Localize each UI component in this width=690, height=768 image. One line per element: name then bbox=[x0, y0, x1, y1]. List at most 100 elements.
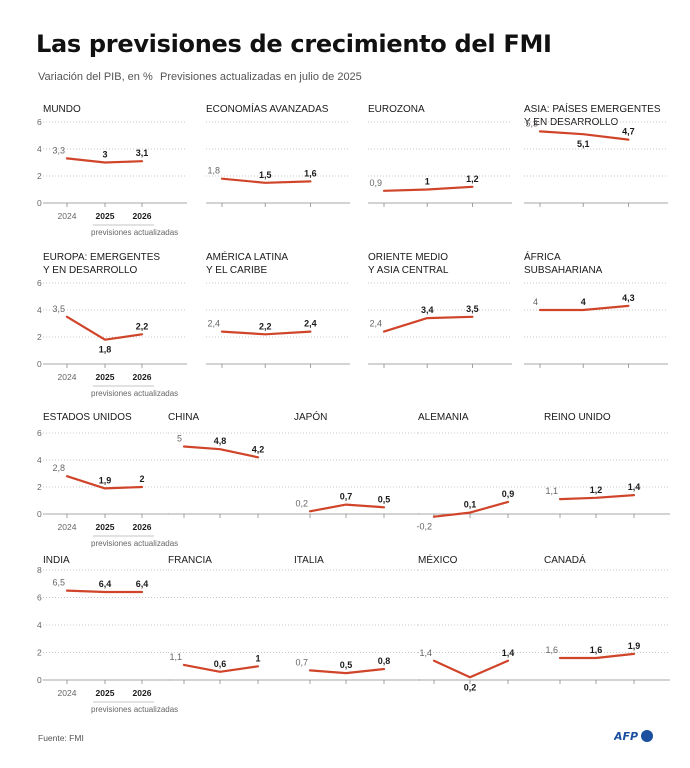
chart-10-value-label: 4,2 bbox=[252, 444, 265, 454]
chart-5-year-label: 2025 bbox=[96, 372, 115, 382]
chart-5-y-tick-label: 0 bbox=[37, 359, 42, 369]
chart-3-value-label: 0,9 bbox=[369, 178, 382, 188]
chart-1-value-label: 3,1 bbox=[136, 148, 149, 158]
chart-4-title-line-1: ASIA: PAÍSES EMERGENTES bbox=[524, 102, 661, 115]
chart-6-title-line-1: AMÉRICA LATINA bbox=[206, 250, 288, 263]
subtitle-update: Previsiones actualizadas en julio de 202… bbox=[160, 71, 362, 83]
chart-13-value-label: 1,1 bbox=[545, 486, 558, 496]
chart-2-value-label: 1,5 bbox=[259, 170, 272, 180]
chart-2-value-label: 1,8 bbox=[207, 166, 220, 176]
chart-15-title-line-1: FRANCIA bbox=[168, 555, 212, 566]
chart-2-series-line bbox=[220, 177, 312, 184]
chart-5-value-label: 1,8 bbox=[99, 345, 112, 355]
chart-4-value-label: 5,3 bbox=[525, 118, 538, 128]
chart-11-series-line bbox=[308, 503, 386, 513]
chart-13-value-label: 1,2 bbox=[590, 485, 603, 495]
chart-13-series-line bbox=[558, 494, 636, 501]
chart-9-y-tick-label: 6 bbox=[37, 428, 42, 438]
chart-14-year-label: 2024 bbox=[58, 688, 77, 698]
chart-18-value-label: 1,6 bbox=[590, 645, 603, 655]
chart-17-title-line-1: MÉXICO bbox=[418, 553, 458, 566]
chart-2-value-label: 1,6 bbox=[304, 168, 317, 178]
chart-10-series-line bbox=[182, 445, 260, 459]
chart-5-year-label: 2026 bbox=[133, 372, 152, 382]
chart-11-title-line-1: JAPÓN bbox=[294, 410, 327, 423]
chart-11-value-label: 0,7 bbox=[340, 492, 353, 502]
chart-17-value-label: 0,2 bbox=[464, 682, 477, 692]
chart-1-series-line bbox=[65, 157, 144, 164]
chart-9-y-tick-label: 0 bbox=[37, 509, 42, 519]
chart-14-value-label: 6,5 bbox=[52, 578, 65, 588]
chart-1-title-line-1: MUNDO bbox=[43, 104, 81, 115]
chart-11-value-label: 0,5 bbox=[378, 494, 391, 504]
chart-10-value-label: 4,8 bbox=[214, 436, 227, 446]
chart-16-value-label: 0,5 bbox=[340, 660, 353, 670]
chart-9-year-label: 2026 bbox=[133, 522, 152, 532]
chart-5-value-label: 2,2 bbox=[136, 321, 149, 331]
chart-17-value-label: 1,4 bbox=[419, 648, 432, 658]
chart-9-year-label: 2025 bbox=[96, 522, 115, 532]
chart-6-value-label: 2,4 bbox=[207, 319, 220, 329]
afp-logo-dot bbox=[641, 730, 653, 742]
chart-18-series-line bbox=[558, 652, 636, 660]
chart-5-y-tick-label: 4 bbox=[37, 305, 42, 315]
chart-7-value-label: 2,4 bbox=[369, 319, 382, 329]
chart-14-year-label: 2025 bbox=[96, 688, 115, 698]
chart-18-title-line-1: CANADÁ bbox=[544, 553, 586, 566]
chart-7-value-label: 3,5 bbox=[466, 304, 479, 314]
chart-3-value-label: 1 bbox=[425, 177, 430, 187]
chart-8-title-line-2: SUBSAHARIANA bbox=[524, 265, 603, 276]
chart-15-value-label: 1,1 bbox=[169, 652, 182, 662]
chart-1-value-label: 3,3 bbox=[52, 145, 65, 155]
chart-6-value-label: 2,4 bbox=[304, 319, 317, 329]
chart-17-value-label: 1,4 bbox=[502, 648, 515, 658]
chart-14-title-line-1: INDIA bbox=[43, 555, 70, 566]
chart-1-y-tick-label: 4 bbox=[37, 144, 42, 154]
chart-12-value-label: 0,9 bbox=[502, 489, 515, 499]
chart-11-value-label: 0,2 bbox=[295, 498, 308, 508]
chart-16-value-label: 0,8 bbox=[378, 656, 391, 666]
chart-1-year-label: 2025 bbox=[96, 211, 115, 221]
chart-9-series-line bbox=[65, 475, 144, 490]
chart-7-value-label: 3,4 bbox=[421, 305, 434, 315]
chart-8-value-label: 4 bbox=[533, 297, 538, 307]
chart-12-series-line bbox=[432, 500, 510, 518]
chart-9-y-tick-label: 2 bbox=[37, 482, 42, 492]
chart-8-value-label: 4,3 bbox=[622, 293, 635, 303]
chart-3-title-line-1: EUROZONA bbox=[368, 104, 425, 115]
chart-8-value-label: 4 bbox=[581, 297, 586, 307]
chart-9-title-line-1: ESTADOS UNIDOS bbox=[43, 412, 132, 423]
chart-14-series-line bbox=[65, 589, 144, 594]
chart-10-value-label: 5 bbox=[177, 434, 182, 444]
source-note: Fuente: FMI bbox=[38, 733, 84, 743]
chart-14-year-label: 2026 bbox=[133, 688, 152, 698]
chart-5-forecast-note: previsiones actualizadas bbox=[91, 389, 178, 398]
chart-4-value-label: 5,1 bbox=[577, 139, 590, 149]
chart-9-y-tick-label: 4 bbox=[37, 455, 42, 465]
chart-13-value-label: 1,4 bbox=[628, 482, 641, 492]
chart-1-y-tick-label: 6 bbox=[37, 117, 42, 127]
chart-8-title-line-1: ÁFRICA bbox=[524, 250, 561, 263]
chart-18-value-label: 1,6 bbox=[545, 645, 558, 655]
chart-8-series-line bbox=[538, 304, 630, 312]
chart-2-title-line-1: ECONOMÍAS AVANZADAS bbox=[206, 102, 329, 115]
chart-12-title-line-1: ALEMANIA bbox=[418, 412, 469, 423]
chart-14-value-label: 6,4 bbox=[99, 579, 112, 589]
chart-5-y-tick-label: 2 bbox=[37, 332, 42, 342]
chart-6-value-label: 2,2 bbox=[259, 321, 272, 331]
chart-15-value-label: 0,6 bbox=[214, 659, 227, 669]
chart-1-year-label: 2024 bbox=[58, 211, 77, 221]
chart-1-y-tick-label: 2 bbox=[37, 171, 42, 181]
chart-5-title-line-2: Y EN DESARROLLO bbox=[43, 265, 138, 276]
chart-9-forecast-note: previsiones actualizadas bbox=[91, 539, 178, 548]
chart-12-value-label: -0,2 bbox=[416, 522, 432, 532]
chart-12-value-label: 0,1 bbox=[464, 500, 477, 510]
chart-13-title-line-1: REINO UNIDO bbox=[544, 412, 611, 423]
subtitle-units: Variación del PIB, en % bbox=[38, 71, 153, 83]
chart-16-series-line bbox=[308, 667, 386, 675]
chart-4-title-line-2: Y EN DESARROLLO bbox=[524, 117, 619, 128]
afp-logo: AFP bbox=[614, 730, 653, 743]
afp-logo-text: AFP bbox=[614, 730, 638, 743]
chart-16-title-line-1: ITALIA bbox=[294, 555, 324, 566]
